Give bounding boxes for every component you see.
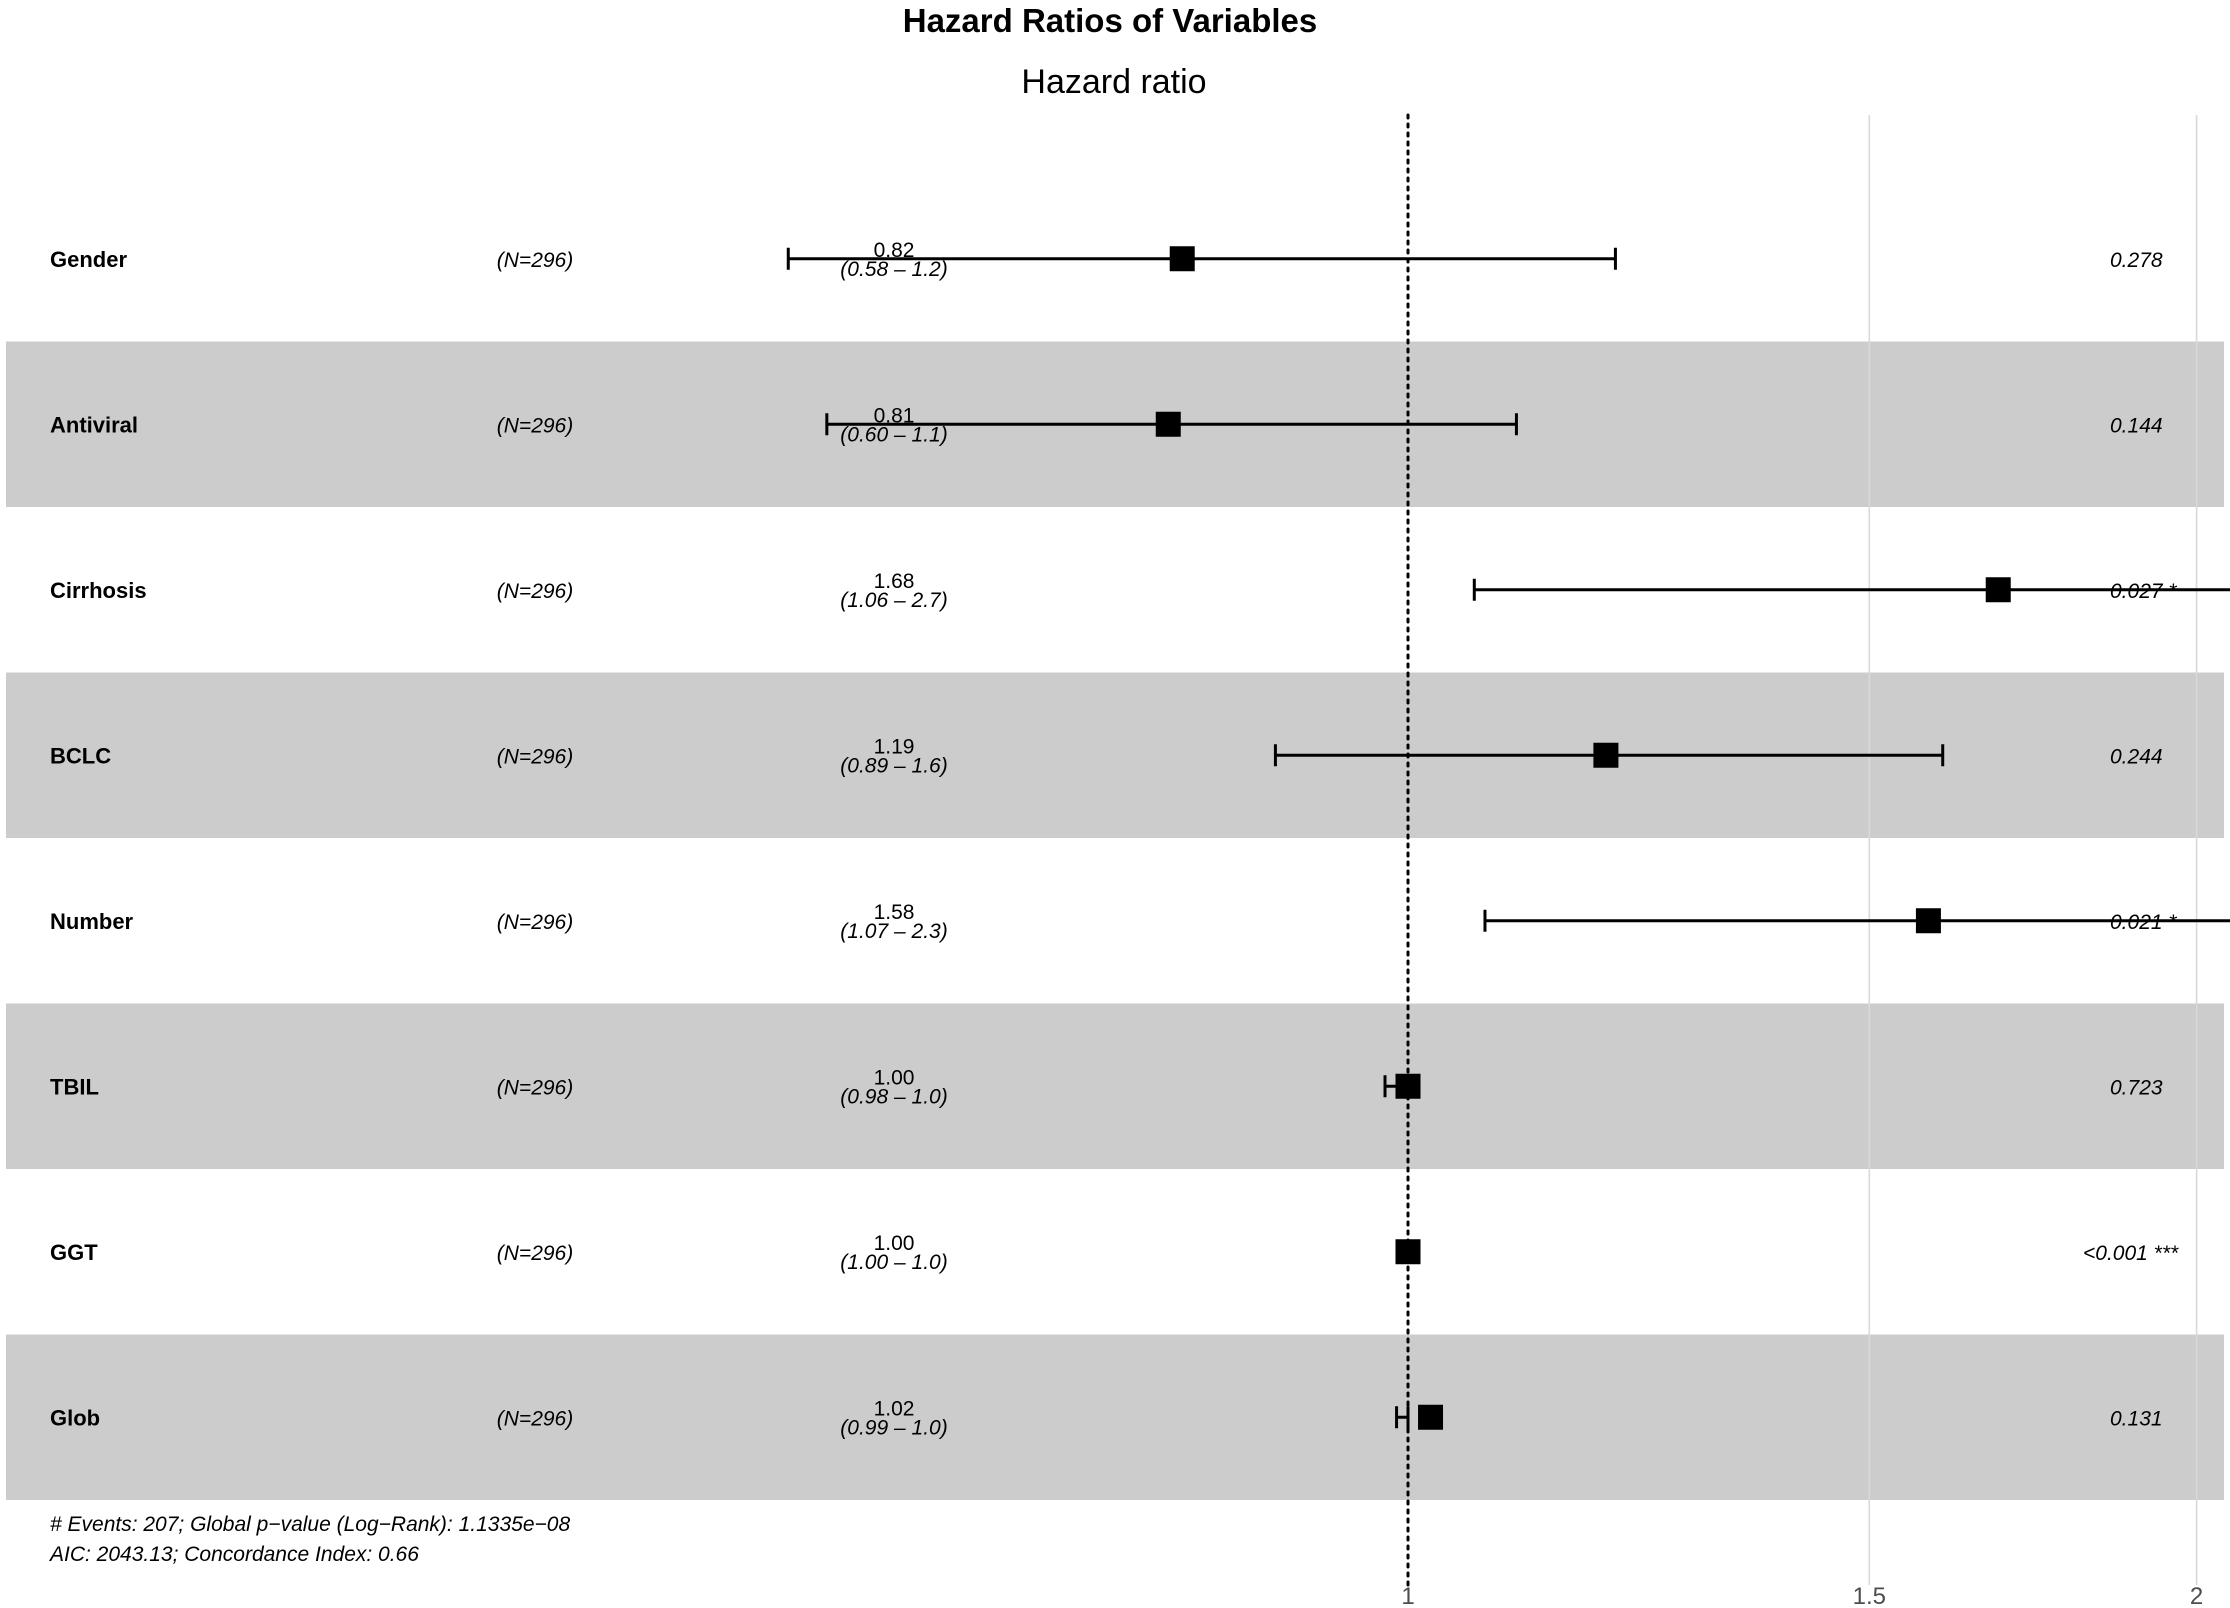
ci-value-number: (1.07 – 2.3) [840,920,947,943]
p-value-gender: 0.278 [2110,249,2163,272]
ci-value-cirrhosis: (1.06 – 2.7) [840,589,947,612]
variable-label-tbil: TBIL [50,1074,99,1099]
hr-marker-tbil [1395,1073,1421,1099]
variable-label-gender: Gender [50,247,127,272]
variable-label-number: Number [50,909,134,934]
variable-label-ggt: GGT [50,1240,98,1265]
variable-label-glob: Glob [50,1405,100,1430]
chart-subtitle: Hazard ratio [1021,63,1206,101]
p-value-cirrhosis: 0.027 * [2110,580,2177,603]
n-label-cirrhosis: (N=296) [497,580,573,603]
n-label-ggt: (N=296) [497,1242,573,1265]
variable-label-bclc: BCLC [50,743,111,768]
p-value-ggt: <0.001 *** [2083,1242,2179,1265]
hr-marker-bclc [1593,742,1619,768]
x-tick-label-2: 2 [2190,1583,2203,1608]
hr-marker-glob [1418,1404,1444,1430]
hazard-ratio-markers [1155,246,2011,1430]
variable-label-antiviral: Antiviral [50,412,138,437]
x-tick-labels: 11.522.53 [1401,1583,2203,1608]
n-label-tbil: (N=296) [497,1076,573,1099]
hr-value-number: 1.58 [874,901,915,924]
hr-value-ggt: 1.00 [874,1232,915,1255]
p-value-bclc: 0.244 [2110,745,2163,768]
footnote-aic: AIC: 2043.13; Concordance Index: 0.66 [48,1543,419,1566]
ci-value-antiviral: (0.60 – 1.1) [840,423,947,446]
row-text-labels: Gender (N=296) 0.82(0.58 – 1.2) 0.278 Antivi… [50,239,2179,1440]
p-value-tbil: 0.723 [2110,1076,2163,1099]
hr-marker-cirrhosis [1985,577,2011,603]
x-tick-label-1.5: 1.5 [1853,1583,1886,1608]
n-label-bclc: (N=296) [497,745,573,768]
p-value-glob: 0.131 [2110,1407,2163,1430]
ci-value-bclc: (0.89 – 1.6) [840,754,947,777]
hr-value-gender: 0.82 [874,239,915,262]
hr-marker-antiviral [1155,411,1181,437]
hr-value-tbil: 1.00 [874,1066,915,1089]
hr-value-cirrhosis: 1.68 [874,570,915,593]
ci-value-ggt: (1.00 – 1.0) [840,1251,947,1274]
n-label-gender: (N=296) [497,249,573,272]
row-stripe-glob [6,1334,2224,1500]
chart-title: Hazard Ratios of Variables [903,2,1317,39]
ci-value-glob: (0.99 – 1.0) [840,1416,947,1439]
n-label-glob: (N=296) [497,1407,573,1430]
footnote-events: # Events: 207; Global p−value (Log−Rank)… [50,1513,570,1536]
hr-marker-ggt [1395,1239,1421,1265]
p-value-antiviral: 0.144 [2110,414,2163,437]
n-label-number: (N=296) [497,911,573,934]
hr-value-glob: 1.02 [874,1397,915,1420]
x-tick-label-1: 1 [1401,1583,1414,1608]
hr-marker-number [1915,908,1941,934]
p-value-number: 0.021 * [2110,911,2177,934]
n-label-antiviral: (N=296) [497,414,573,437]
hr-value-antiviral: 0.81 [874,404,915,427]
x-gridlines [1868,115,2198,1585]
ci-value-gender: (0.58 – 1.2) [840,258,947,281]
ci-value-tbil: (0.98 – 1.0) [840,1085,947,1108]
row-stripe-tbil [6,1003,2224,1169]
hr-value-bclc: 1.19 [874,735,915,758]
variable-label-cirrhosis: Cirrhosis [50,578,147,603]
hr-marker-gender [1169,246,1195,272]
